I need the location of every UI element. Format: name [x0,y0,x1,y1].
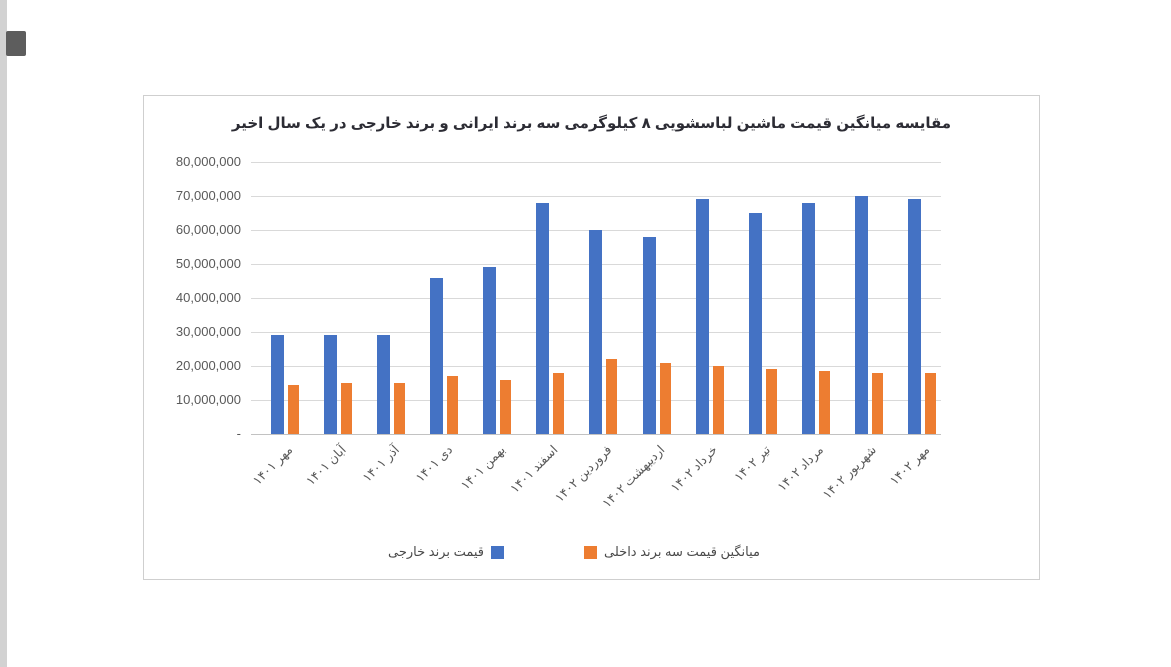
x-axis-category-label: آبان ۱۴۰۱ [303,442,349,489]
bar-foreign-brand [324,335,338,434]
y-gridline [251,196,941,197]
legend-label-domestic-brands: میانگین قیمت سه برند داخلی [604,544,761,559]
bar-foreign-brand [907,199,921,434]
x-axis-category-label: اسفند ۱۴۰۱ [507,442,561,496]
bar-domestic-brands [288,384,299,434]
bar-foreign-brand [430,277,444,434]
bar-domestic-brands [765,369,777,434]
x-axis-category-label: مرداد ۱۴۰۲ [775,442,827,494]
legend-swatch-domestic-brands [584,545,598,559]
chart-title: مقایسه میانگین قیمت ماشین لباسشویی ۸ کیل… [231,115,952,132]
y-axis-tick-label: 20,000,000 [175,358,241,373]
x-axis-category-label: مهر ۱۴۰۱ [250,442,296,488]
legend-swatch-foreign-brand [491,545,505,559]
bar-foreign-brand [536,202,550,434]
y-axis-tick-label: 40,000,000 [175,290,241,305]
bar-foreign-brand [377,335,391,434]
bar-foreign-brand [801,202,815,434]
x-axis-category-label: آذر ۱۴۰۱ [359,442,402,485]
legend-label-foreign-brand: قیمت برند خارجی [387,544,485,559]
y-axis-tick-label: - [236,426,241,441]
y-axis-tick-label: 10,000,000 [175,392,241,407]
bar-domestic-brands [394,383,406,434]
bar-domestic-brands [871,372,883,434]
x-axis-category-label: مهر ۱۴۰۲ [887,442,933,488]
bar-foreign-brand [271,335,284,434]
x-axis-category-label: تیر ۱۴۰۲ [731,442,774,485]
y-axis-tick-label: 80,000,000 [175,154,241,169]
bar-domestic-brands [447,376,459,434]
x-axis-category-label: بهمن ۱۴۰۱ [458,442,508,493]
y-axis-tick-label: 30,000,000 [175,324,241,339]
bar-foreign-brand [589,230,603,434]
x-axis-category-label: خرداد ۱۴۰۲ [668,442,721,495]
y-axis-tick-label: 70,000,000 [175,188,241,203]
bar-foreign-brand [854,196,868,434]
x-axis-category-label: شهریور ۱۴۰۲ [820,442,880,502]
bar-foreign-brand [642,236,656,434]
chart-panel: مقایسه میانگین قیمت ماشین لباسشویی ۸ کیل… [143,95,1040,580]
bar-foreign-brand [483,267,497,434]
bar-domestic-brands [553,372,565,434]
bar-foreign-brand [748,213,762,434]
bar-domestic-brands [924,372,936,434]
y-axis-tick-label: 60,000,000 [175,222,241,237]
x-axis-line [251,434,941,435]
bar-domestic-brands [818,371,830,434]
bar-domestic-brands [659,362,671,434]
bar-domestic-brands [606,359,618,434]
scrollbar-thumb[interactable] [6,31,26,56]
left-scrollbar-track[interactable] [0,0,7,667]
bar-foreign-brand [695,199,709,434]
x-axis-category-label: دی ۱۴۰۱ [412,442,455,485]
bar-domestic-brands [712,366,724,434]
y-axis-tick-label: 50,000,000 [175,256,241,271]
bar-domestic-brands [500,379,512,434]
bar-domestic-brands [341,383,353,434]
chart-legend: قیمت برند خارجی میانگین قیمت سه برند داخ… [294,542,854,562]
y-gridline [251,162,941,163]
